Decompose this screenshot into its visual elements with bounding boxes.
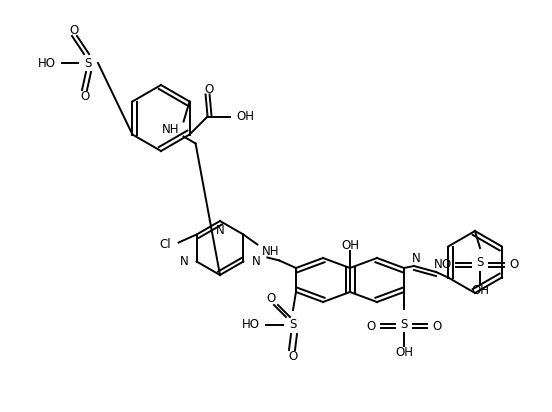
Text: O: O	[442, 258, 451, 272]
Text: O: O	[288, 349, 298, 363]
Text: O: O	[267, 293, 275, 306]
Text: OH: OH	[341, 239, 359, 251]
Text: S: S	[476, 257, 484, 269]
Text: O: O	[509, 258, 518, 272]
Text: OH: OH	[395, 346, 413, 358]
Text: N: N	[434, 258, 442, 272]
Text: O: O	[81, 89, 89, 103]
Text: S: S	[400, 318, 408, 330]
Text: OH: OH	[237, 110, 254, 123]
Text: Cl: Cl	[159, 238, 171, 251]
Text: N: N	[251, 255, 260, 268]
Text: O: O	[70, 23, 78, 37]
Text: O: O	[204, 83, 213, 96]
Text: NH: NH	[162, 123, 179, 136]
Text: O: O	[432, 319, 441, 332]
Text: S: S	[84, 56, 92, 70]
Text: HO: HO	[242, 318, 260, 332]
Text: OH: OH	[471, 285, 489, 297]
Text: HO: HO	[38, 56, 56, 70]
Text: N: N	[180, 255, 189, 268]
Text: S: S	[289, 318, 296, 332]
Text: NH: NH	[262, 245, 279, 258]
Text: N: N	[412, 253, 421, 265]
Text: N: N	[216, 223, 224, 236]
Text: O: O	[367, 319, 376, 332]
